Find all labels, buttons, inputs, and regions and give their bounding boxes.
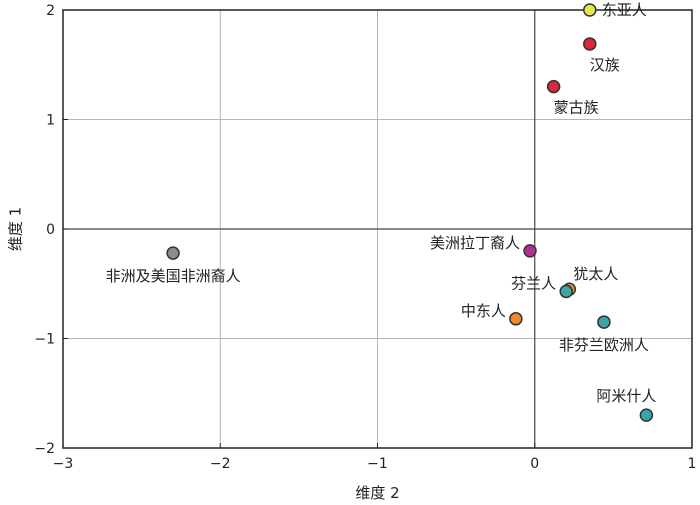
x-tick-label: 1 xyxy=(688,456,697,472)
y-tick-label: −1 xyxy=(34,332,55,348)
point-label: 中东人 xyxy=(461,302,506,320)
data-point xyxy=(639,408,654,422)
data-point xyxy=(583,37,597,51)
point-label: 犹太人 xyxy=(573,265,618,283)
y-tick-label: 1 xyxy=(46,113,55,129)
data-point xyxy=(523,244,537,258)
data-point xyxy=(583,3,597,17)
point-label: 阿米什人 xyxy=(596,387,656,405)
point-layer xyxy=(166,3,654,422)
point-label: 蒙古族 xyxy=(554,99,599,117)
point-label: 芬兰人 xyxy=(511,274,556,292)
point-label: 美洲拉丁裔人 xyxy=(430,234,520,252)
x-tick-label: −1 xyxy=(367,456,388,472)
data-point xyxy=(166,246,180,260)
point-label: 非芬兰欧洲人 xyxy=(559,336,649,354)
data-point xyxy=(509,312,523,326)
point-label: 汉族 xyxy=(590,56,620,74)
x-axis-label: 维度 2 xyxy=(355,484,399,502)
x-tick-label: 0 xyxy=(530,456,539,472)
x-tick-label: −3 xyxy=(53,456,74,472)
zero-lines xyxy=(63,10,692,448)
data-point xyxy=(597,315,611,329)
x-tick-label: −2 xyxy=(210,456,231,472)
y-tick-label: 0 xyxy=(46,222,55,238)
y-tick-label: 2 xyxy=(46,3,55,19)
data-point xyxy=(559,284,573,299)
point-label: 非洲及美国非洲裔人 xyxy=(106,267,241,285)
point-label: 东亚人 xyxy=(602,1,647,19)
data-point xyxy=(546,79,561,94)
y-tick-label: −2 xyxy=(34,441,55,457)
y-axis-label: 维度 1 xyxy=(7,207,25,251)
